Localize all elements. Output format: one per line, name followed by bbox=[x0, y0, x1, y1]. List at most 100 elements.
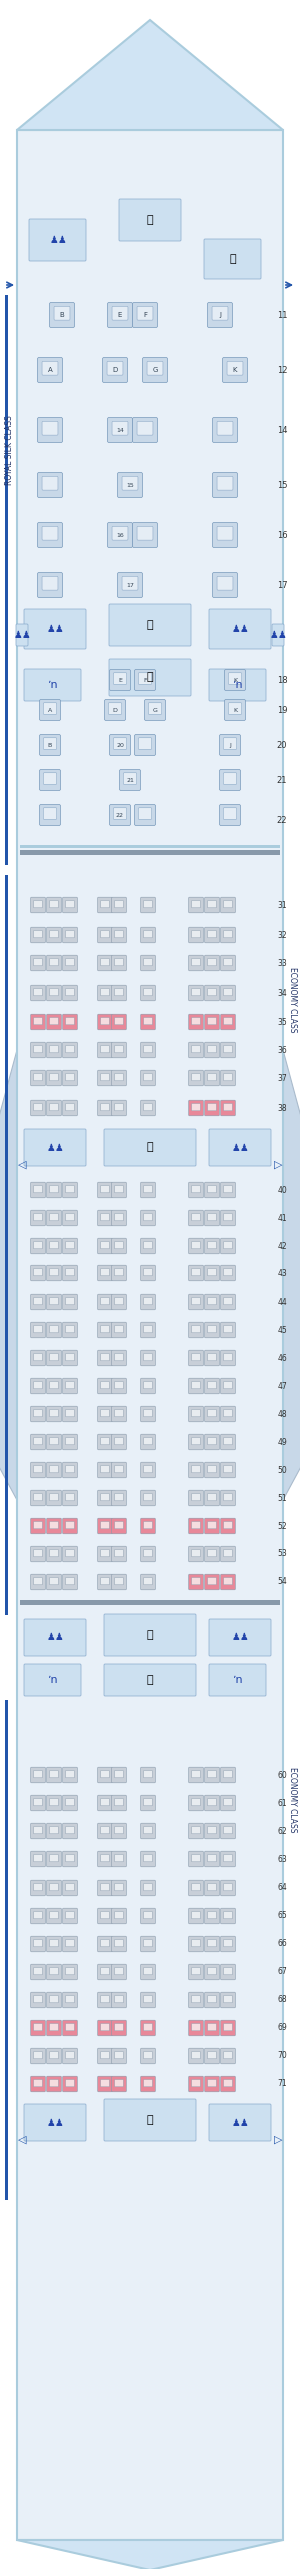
FancyBboxPatch shape bbox=[141, 1182, 155, 1197]
FancyBboxPatch shape bbox=[42, 527, 58, 539]
FancyBboxPatch shape bbox=[50, 989, 58, 997]
FancyBboxPatch shape bbox=[221, 1824, 235, 1839]
FancyBboxPatch shape bbox=[224, 2078, 232, 2086]
FancyBboxPatch shape bbox=[50, 1184, 58, 1192]
FancyBboxPatch shape bbox=[192, 2024, 200, 2032]
FancyBboxPatch shape bbox=[119, 771, 140, 791]
FancyBboxPatch shape bbox=[31, 1434, 45, 1449]
FancyBboxPatch shape bbox=[63, 1182, 77, 1197]
FancyBboxPatch shape bbox=[221, 1462, 235, 1477]
FancyBboxPatch shape bbox=[31, 927, 45, 943]
FancyBboxPatch shape bbox=[189, 1937, 203, 1952]
Text: ♟: ♟ bbox=[232, 624, 240, 635]
FancyBboxPatch shape bbox=[50, 1464, 58, 1472]
FancyBboxPatch shape bbox=[205, 1351, 219, 1367]
FancyBboxPatch shape bbox=[112, 1767, 126, 1783]
FancyBboxPatch shape bbox=[112, 1100, 126, 1115]
FancyBboxPatch shape bbox=[205, 1071, 219, 1087]
FancyBboxPatch shape bbox=[192, 1184, 200, 1192]
FancyBboxPatch shape bbox=[115, 1269, 123, 1277]
FancyBboxPatch shape bbox=[113, 737, 127, 750]
FancyBboxPatch shape bbox=[221, 1575, 235, 1590]
FancyBboxPatch shape bbox=[208, 1184, 216, 1192]
FancyBboxPatch shape bbox=[100, 1074, 109, 1082]
FancyBboxPatch shape bbox=[47, 1210, 61, 1225]
FancyBboxPatch shape bbox=[189, 2019, 203, 2035]
FancyBboxPatch shape bbox=[115, 902, 123, 907]
FancyBboxPatch shape bbox=[34, 1549, 42, 1557]
Bar bbox=[5, 1701, 8, 2199]
FancyBboxPatch shape bbox=[40, 699, 61, 719]
FancyBboxPatch shape bbox=[192, 958, 200, 966]
FancyBboxPatch shape bbox=[205, 1377, 219, 1395]
FancyBboxPatch shape bbox=[66, 930, 74, 938]
FancyBboxPatch shape bbox=[208, 1940, 216, 1947]
FancyBboxPatch shape bbox=[115, 1577, 123, 1585]
FancyBboxPatch shape bbox=[98, 2047, 112, 2063]
FancyBboxPatch shape bbox=[208, 303, 233, 326]
FancyBboxPatch shape bbox=[100, 1354, 109, 1362]
FancyBboxPatch shape bbox=[50, 1577, 58, 1585]
FancyBboxPatch shape bbox=[112, 984, 126, 1002]
FancyBboxPatch shape bbox=[66, 958, 74, 966]
Polygon shape bbox=[283, 1051, 300, 1500]
FancyBboxPatch shape bbox=[208, 1017, 216, 1025]
Text: 71: 71 bbox=[277, 2078, 287, 2089]
FancyBboxPatch shape bbox=[212, 473, 238, 498]
FancyBboxPatch shape bbox=[115, 1996, 123, 2004]
FancyBboxPatch shape bbox=[189, 2047, 203, 2063]
FancyBboxPatch shape bbox=[100, 958, 109, 966]
FancyBboxPatch shape bbox=[205, 1323, 219, 1338]
FancyBboxPatch shape bbox=[66, 1464, 74, 1472]
FancyBboxPatch shape bbox=[189, 1767, 203, 1783]
FancyBboxPatch shape bbox=[34, 1241, 42, 1249]
Text: 18: 18 bbox=[277, 676, 287, 683]
FancyBboxPatch shape bbox=[189, 2076, 203, 2091]
FancyBboxPatch shape bbox=[189, 1575, 203, 1590]
FancyBboxPatch shape bbox=[224, 1046, 232, 1053]
FancyBboxPatch shape bbox=[31, 1264, 45, 1282]
Text: F: F bbox=[143, 311, 147, 319]
FancyBboxPatch shape bbox=[208, 1382, 216, 1390]
FancyBboxPatch shape bbox=[224, 1105, 232, 1110]
FancyBboxPatch shape bbox=[208, 989, 216, 997]
Text: ♟: ♟ bbox=[232, 2117, 240, 2127]
FancyBboxPatch shape bbox=[100, 1213, 109, 1220]
FancyBboxPatch shape bbox=[141, 1881, 155, 1896]
FancyBboxPatch shape bbox=[189, 1796, 203, 1811]
FancyBboxPatch shape bbox=[192, 989, 200, 997]
FancyBboxPatch shape bbox=[100, 1493, 109, 1500]
Text: 🥤: 🥤 bbox=[147, 673, 153, 683]
Bar bbox=[20, 850, 280, 855]
FancyBboxPatch shape bbox=[50, 2024, 58, 2032]
Text: 52: 52 bbox=[277, 1521, 287, 1531]
Text: ♟: ♟ bbox=[240, 1631, 248, 1642]
Text: E: E bbox=[118, 311, 122, 319]
FancyBboxPatch shape bbox=[208, 1046, 216, 1053]
FancyBboxPatch shape bbox=[141, 1852, 155, 1868]
FancyBboxPatch shape bbox=[208, 1213, 216, 1220]
FancyBboxPatch shape bbox=[47, 927, 61, 943]
FancyBboxPatch shape bbox=[137, 306, 153, 321]
FancyBboxPatch shape bbox=[144, 1549, 152, 1557]
FancyBboxPatch shape bbox=[205, 1767, 219, 1783]
FancyBboxPatch shape bbox=[141, 2047, 155, 2063]
FancyBboxPatch shape bbox=[63, 1881, 77, 1896]
FancyBboxPatch shape bbox=[66, 1996, 74, 2004]
FancyBboxPatch shape bbox=[189, 1182, 203, 1197]
Text: ECONOMY CLASS: ECONOMY CLASS bbox=[287, 1767, 296, 1832]
FancyBboxPatch shape bbox=[141, 1210, 155, 1225]
FancyBboxPatch shape bbox=[192, 1968, 200, 1976]
FancyBboxPatch shape bbox=[24, 609, 86, 650]
FancyBboxPatch shape bbox=[63, 1264, 77, 1282]
FancyBboxPatch shape bbox=[34, 1855, 42, 1863]
FancyBboxPatch shape bbox=[141, 1351, 155, 1367]
FancyBboxPatch shape bbox=[34, 1410, 42, 1418]
FancyBboxPatch shape bbox=[192, 1410, 200, 1418]
FancyBboxPatch shape bbox=[221, 1881, 235, 1896]
FancyBboxPatch shape bbox=[100, 1855, 109, 1863]
FancyBboxPatch shape bbox=[208, 1798, 216, 1806]
FancyBboxPatch shape bbox=[205, 1462, 219, 1477]
FancyBboxPatch shape bbox=[223, 773, 237, 784]
FancyBboxPatch shape bbox=[208, 1241, 216, 1249]
